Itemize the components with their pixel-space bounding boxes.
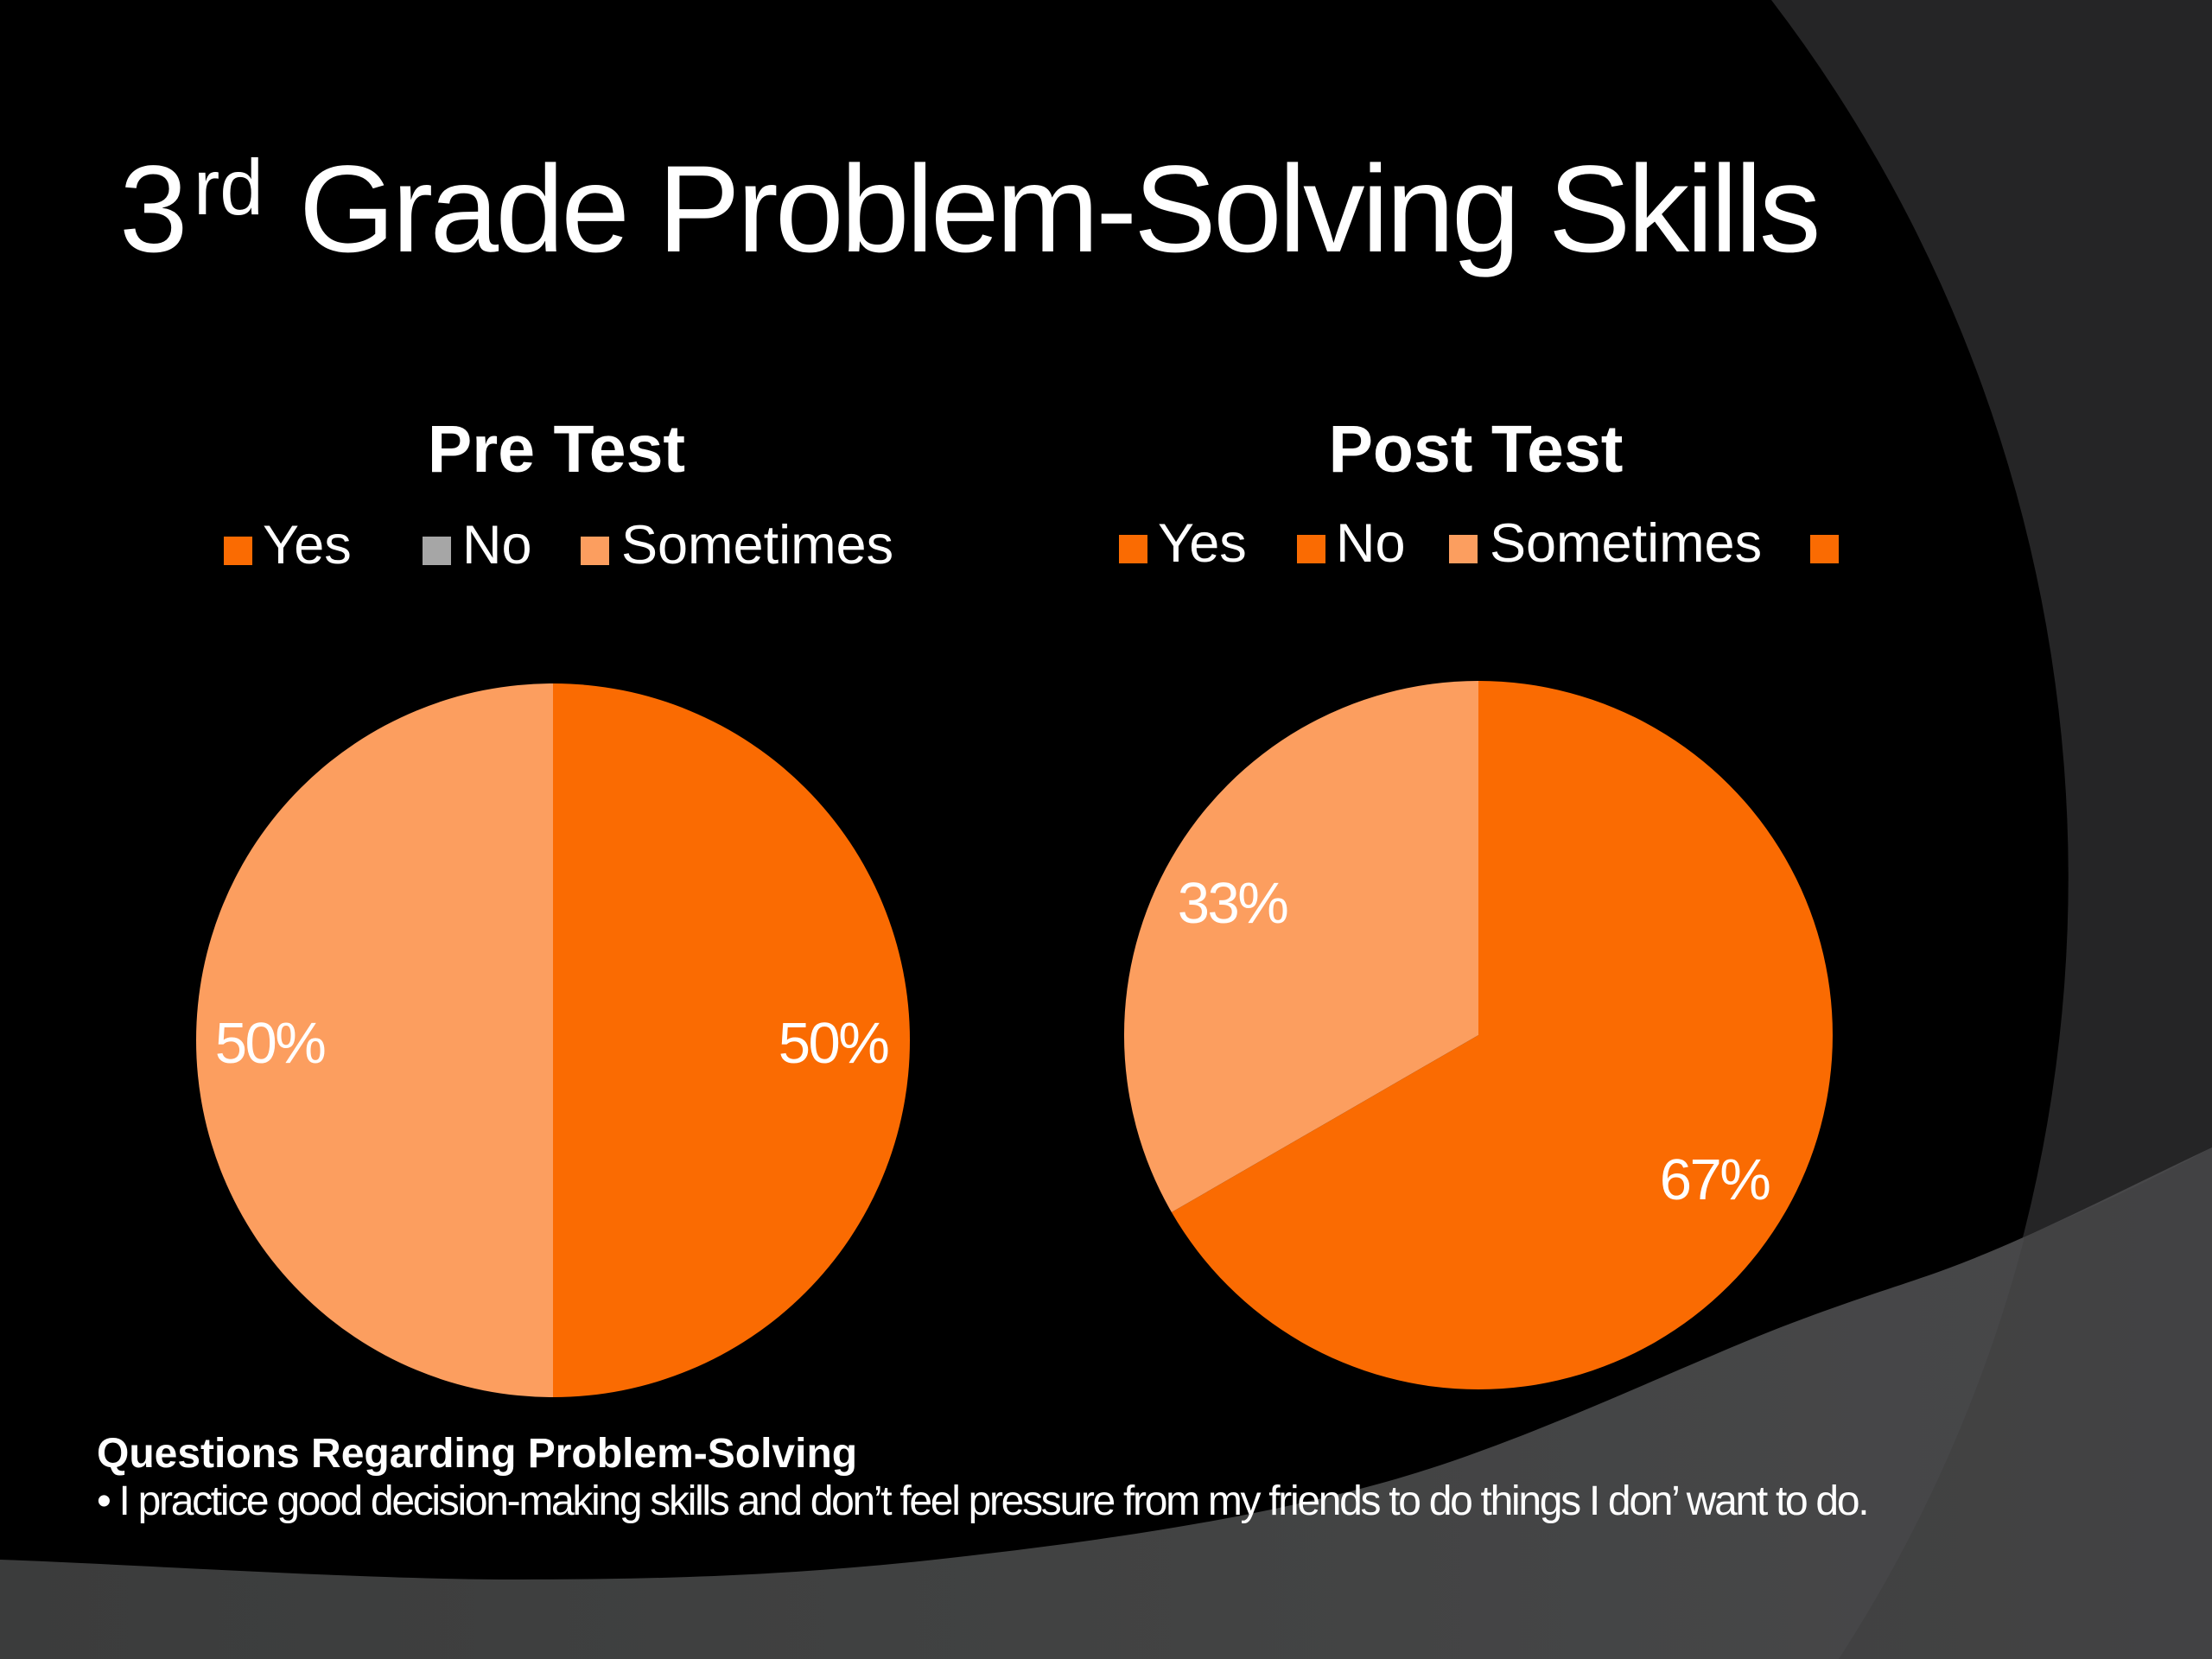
svg-text:No: No [462,515,532,575]
svg-text:Yes: Yes [263,515,352,575]
svg-text:rd: rd [194,144,264,232]
svg-text:50%: 50% [779,1011,889,1076]
svg-text:Grade Problem-Solving Skills: Grade Problem-Solving Skills [299,141,1818,278]
svg-text:50%: 50% [215,1011,326,1076]
svg-text:Sometimes: Sometimes [1490,513,1762,574]
svg-text:Pre Test: Pre Test [428,412,685,486]
svg-text:33%: 33% [1178,871,1288,936]
svg-text:Yes: Yes [1158,513,1247,574]
svg-text:Post Test: Post Test [1329,412,1624,486]
svg-text:• I practice good decision-mak: • I practice good decision-making skills… [97,1478,1867,1524]
svg-text:Sometimes: Sometimes [621,515,893,575]
svg-text:No: No [1336,513,1406,574]
svg-text:3: 3 [119,141,188,278]
svg-text:67%: 67% [1660,1147,1770,1212]
svg-text:Questions Regarding Problem-So: Questions Regarding Problem-Solving [97,1431,857,1477]
